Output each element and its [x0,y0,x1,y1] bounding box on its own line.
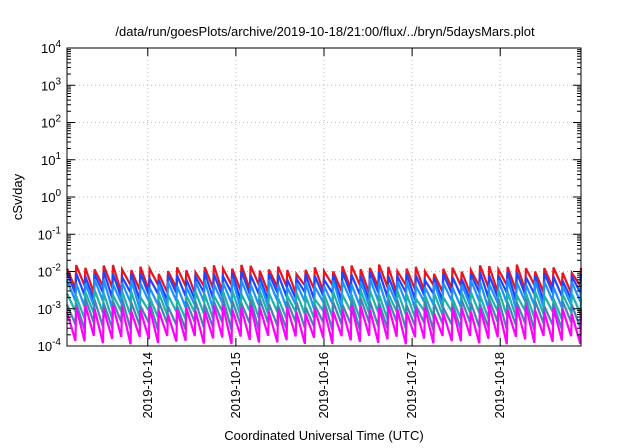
x-tick-label: 2019-10-15 [228,352,243,419]
x-tick-label: 2019-10-18 [492,352,507,419]
series-line-5 [65,304,583,345]
x-axis-label: Coordinated Universal Time (UTC) [224,428,423,443]
x-tick-label: 2019-10-14 [140,352,155,419]
chart-title: /data/run/goesPlots/archive/2019-10-18/2… [115,24,535,39]
y-tick-label: 10-3 [38,300,62,317]
y-tick-label: 10-1 [38,225,62,242]
y-tick-label: 104 [41,39,61,56]
y-axis: 104 103 102 101 100 10-1 10-2 10-3 10-4 [38,39,581,354]
y-tick-label: 10-4 [38,337,62,354]
y-tick-label: 10-2 [38,263,62,280]
y-tick-label: 100 [41,188,61,205]
x-tick-label: 2019-10-17 [404,352,419,419]
y-tick-label: 102 [41,114,61,131]
plot-area [65,264,583,345]
y-axis-label: cSv/day [10,173,25,220]
x-tick-label: 2019-10-16 [316,352,331,419]
x-axis: 2019-10-14 2019-10-15 2019-10-16 2019-10-17… [140,48,507,419]
y-tick-label: 101 [41,151,61,168]
y-tick-label: 103 [41,76,61,93]
